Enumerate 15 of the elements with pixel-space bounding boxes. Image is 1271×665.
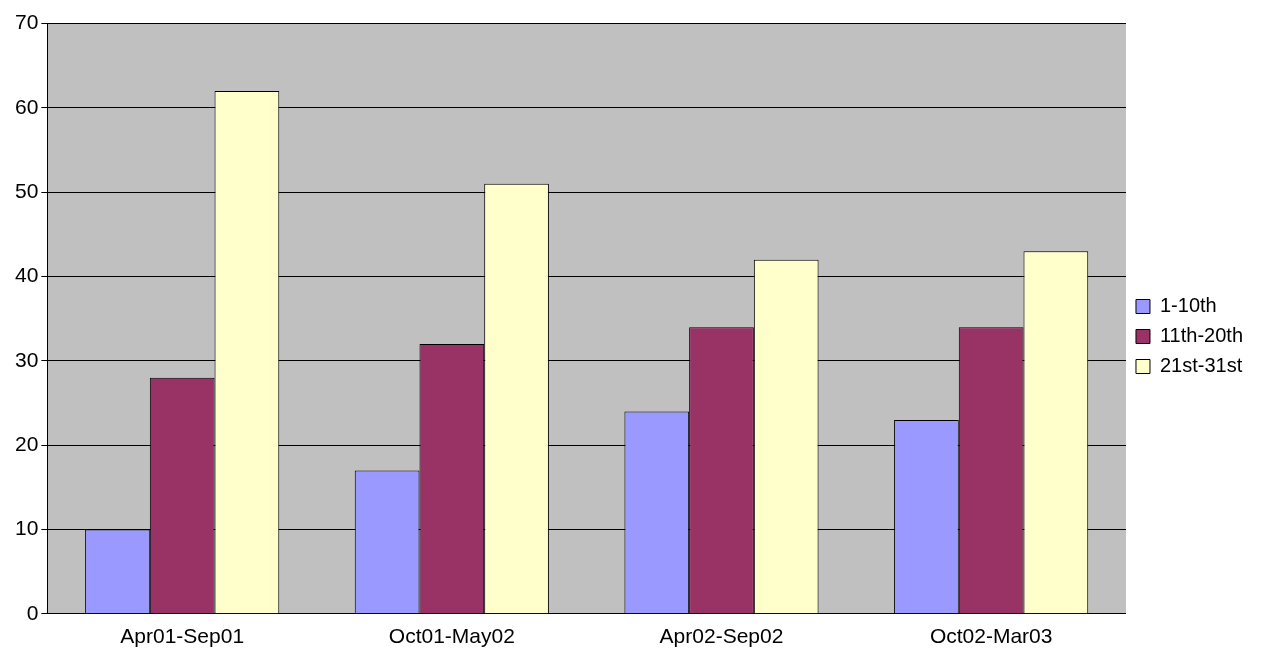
x-tick-label: Oct02-Mar03 — [929, 624, 1053, 648]
x-tick-label: Oct01-May02 — [388, 624, 515, 648]
y-tick-label: 20 — [15, 431, 39, 455]
x-tick-label: Apr01-Sep01 — [120, 624, 245, 648]
y-tick-label: 10 — [15, 516, 39, 540]
y-tick-label: 60 — [15, 94, 39, 118]
y-tick-label: 0 — [26, 600, 39, 624]
y-tick-label: 70 — [15, 10, 39, 34]
x-tick-label: Apr02-Sep02 — [659, 624, 784, 648]
y-tick-label: 30 — [15, 347, 39, 371]
legend-label: 21st-31st — [1159, 354, 1243, 377]
y-tick-label: 50 — [15, 179, 39, 203]
y-tick-label: 40 — [15, 263, 39, 287]
legend-label: 1-10th — [1159, 294, 1217, 317]
legend-label: 11th-20th — [1159, 324, 1243, 347]
